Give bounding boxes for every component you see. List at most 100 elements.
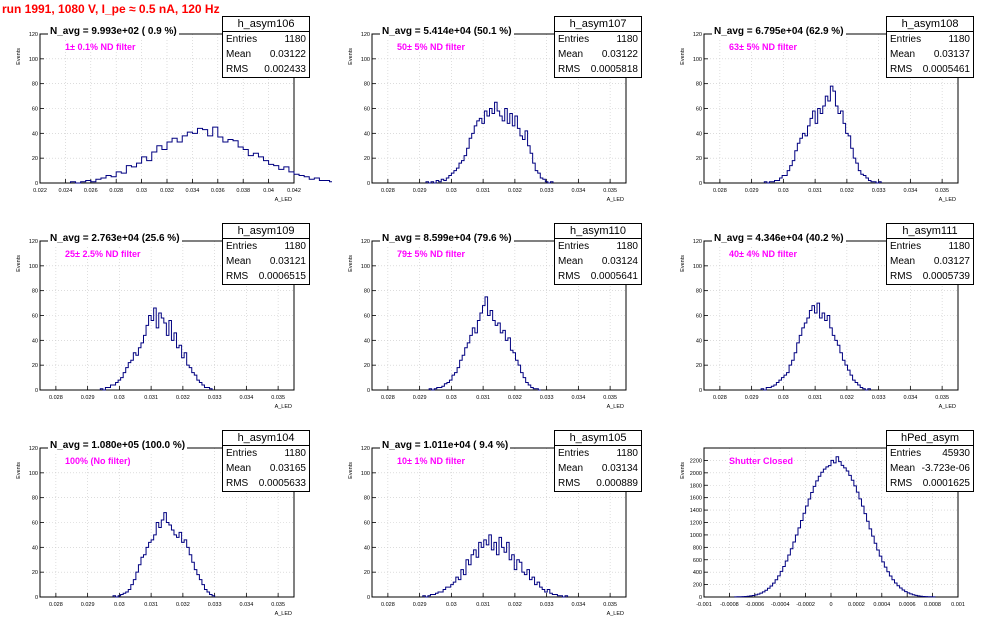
x-tick-label: 0.028 [713,188,727,194]
y-axis-label: Events [348,462,354,479]
n-avg-label: N_avg = 9.993e+02 ( 0.9 %) [48,26,179,38]
x-tick-label: 0 [829,602,832,608]
stats-label: Mean [890,49,916,60]
y-tick-label: 1800 [690,483,702,489]
x-tick-label: 0.03 [446,395,457,401]
x-tick-label: 0.028 [713,395,727,401]
x-tick-label: 0.032 [160,188,174,194]
run-title: run 1991, 1080 V, I_pe ≈ 0.5 nA, 120 Hz [2,2,220,16]
x-tick-label: 0.034 [903,188,917,194]
n-avg-label: N_avg = 1.011e+04 ( 9.4 %) [380,440,511,452]
stats-label: RMS [226,478,249,489]
stats-row-rms: RMS 0.000889 [555,476,641,491]
y-tick-label: 120 [693,32,702,38]
stats-value: 0.03134 [601,463,638,474]
x-tick-label: -0.0008 [720,602,739,608]
x-tick-label: -0.001 [696,602,712,608]
stats-box: h_asym108 Entries 1180 Mean 0.03137 RMS 0.0005… [886,16,974,78]
stats-row-mean: Mean 0.03134 [555,461,641,476]
y-tick-label: 80 [364,289,370,295]
x-tick-label: 0.03 [778,188,789,194]
y-tick-label: 20 [364,156,370,162]
x-tick-label: 0.035 [603,602,617,608]
stats-value: 0.0005818 [590,64,638,75]
y-tick-label: 120 [361,446,370,452]
y-tick-label: 0 [35,388,38,394]
x-tick-label: 0.033 [540,602,554,608]
x-tick-label: 0.033 [540,395,554,401]
x-tick-label: 0.034 [571,188,585,194]
y-tick-label: 120 [29,32,38,38]
y-tick-label: 60 [696,107,702,113]
x-tick-label: 0.029 [745,395,759,401]
x-tick-label: 0.035 [271,602,285,608]
x-axis-label: A_LED [607,611,624,617]
histogram-panel-h_asym107: 0.028 0.029 0.03 0.031 0.032 0.033 0.034 0.035 0… [332,12,664,219]
stats-label: Entries [558,448,590,459]
stats-value: 0.0006515 [258,271,306,282]
x-tick-label: 0.031 [808,395,822,401]
histogram-name: h_asym111 [887,224,973,239]
histogram-series [733,456,936,598]
y-tick-label: 1000 [690,533,702,539]
x-tick-label: 0.032 [508,602,522,608]
x-tick-label: 0.033 [208,395,222,401]
n-avg-label: N_avg = 2.763e+04 (25.6 %) [48,233,182,245]
n-avg-label: N_avg = 1.080e+05 (100.0 %) [48,440,188,452]
stats-value: 1180 [284,448,306,459]
stats-label: RMS [890,478,913,489]
y-tick-label: 120 [361,32,370,38]
x-tick-label: 0.035 [603,188,617,194]
x-tick-label: 0.034 [239,602,253,608]
y-tick-label: 40 [32,338,38,344]
histogram-name: h_asym105 [555,431,641,446]
stats-row-entries: Entries 1180 [223,239,309,254]
x-tick-label: 0.03 [778,395,789,401]
filter-annotation: 10± 1% ND filter [396,456,466,466]
y-tick-label: 200 [693,583,702,589]
histogram-name: h_asym110 [555,224,641,239]
histogram-name: h_asym107 [555,17,641,32]
x-tick-label: 0.022 [33,188,47,194]
stats-box: h_asym111 Entries 1180 Mean 0.03127 RMS 0.0005… [886,223,974,285]
filter-annotation: 1± 0.1% ND filter [64,42,137,52]
filter-annotation: 79± 5% ND filter [396,249,466,259]
x-axis-label: A_LED [607,404,624,410]
stats-label: Entries [890,34,922,45]
y-tick-label: 1200 [690,521,702,527]
histogram-panel-h_asym110: 0.028 0.029 0.03 0.031 0.032 0.033 0.034 0.035 0… [332,219,664,426]
filter-annotation: 100% (No filter) [64,456,132,466]
y-tick-label: 1400 [690,508,702,514]
stats-label: Mean [558,256,584,267]
x-tick-label: 0.032 [176,602,190,608]
y-tick-label: 80 [32,289,38,295]
y-tick-label: 120 [361,239,370,245]
x-tick-label: 0.03 [446,602,457,608]
stats-value: 0.0005633 [258,478,306,489]
stats-row-rms: RMS 0.0005633 [223,476,309,491]
n-avg-label: N_avg = 5.414e+04 (50.1 %) [380,26,514,38]
stats-row-entries: Entries 1180 [887,32,973,47]
histogram-panel-h_asym111: 0.028 0.029 0.03 0.031 0.032 0.033 0.034 0.035 0… [664,219,996,426]
stats-value: 1180 [284,241,306,252]
histogram-series [428,296,541,391]
stats-row-mean: Mean 0.03127 [887,254,973,269]
x-tick-label: 0.028 [381,602,395,608]
x-tick-label: 0.035 [271,395,285,401]
y-tick-label: 0 [367,388,370,394]
x-tick-label: 0.029 [81,395,95,401]
x-tick-label: 0.04 [263,188,274,194]
stats-row-entries: Entries 1180 [223,32,309,47]
stats-label: Entries [226,241,258,252]
stats-row-rms: RMS 0.002433 [223,62,309,77]
stats-value: 0.03165 [269,463,306,474]
x-tick-label: 0.031 [476,395,490,401]
x-tick-label: 0.0006 [899,602,916,608]
y-tick-label: 0 [699,181,702,187]
x-tick-label: 0.028 [381,395,395,401]
y-tick-label: 600 [693,558,702,564]
x-tick-label: 0.033 [872,188,886,194]
stats-row-rms: RMS 0.0005739 [887,269,973,284]
x-tick-label: 0.0008 [924,602,941,608]
x-tick-label: 0.03 [114,395,125,401]
